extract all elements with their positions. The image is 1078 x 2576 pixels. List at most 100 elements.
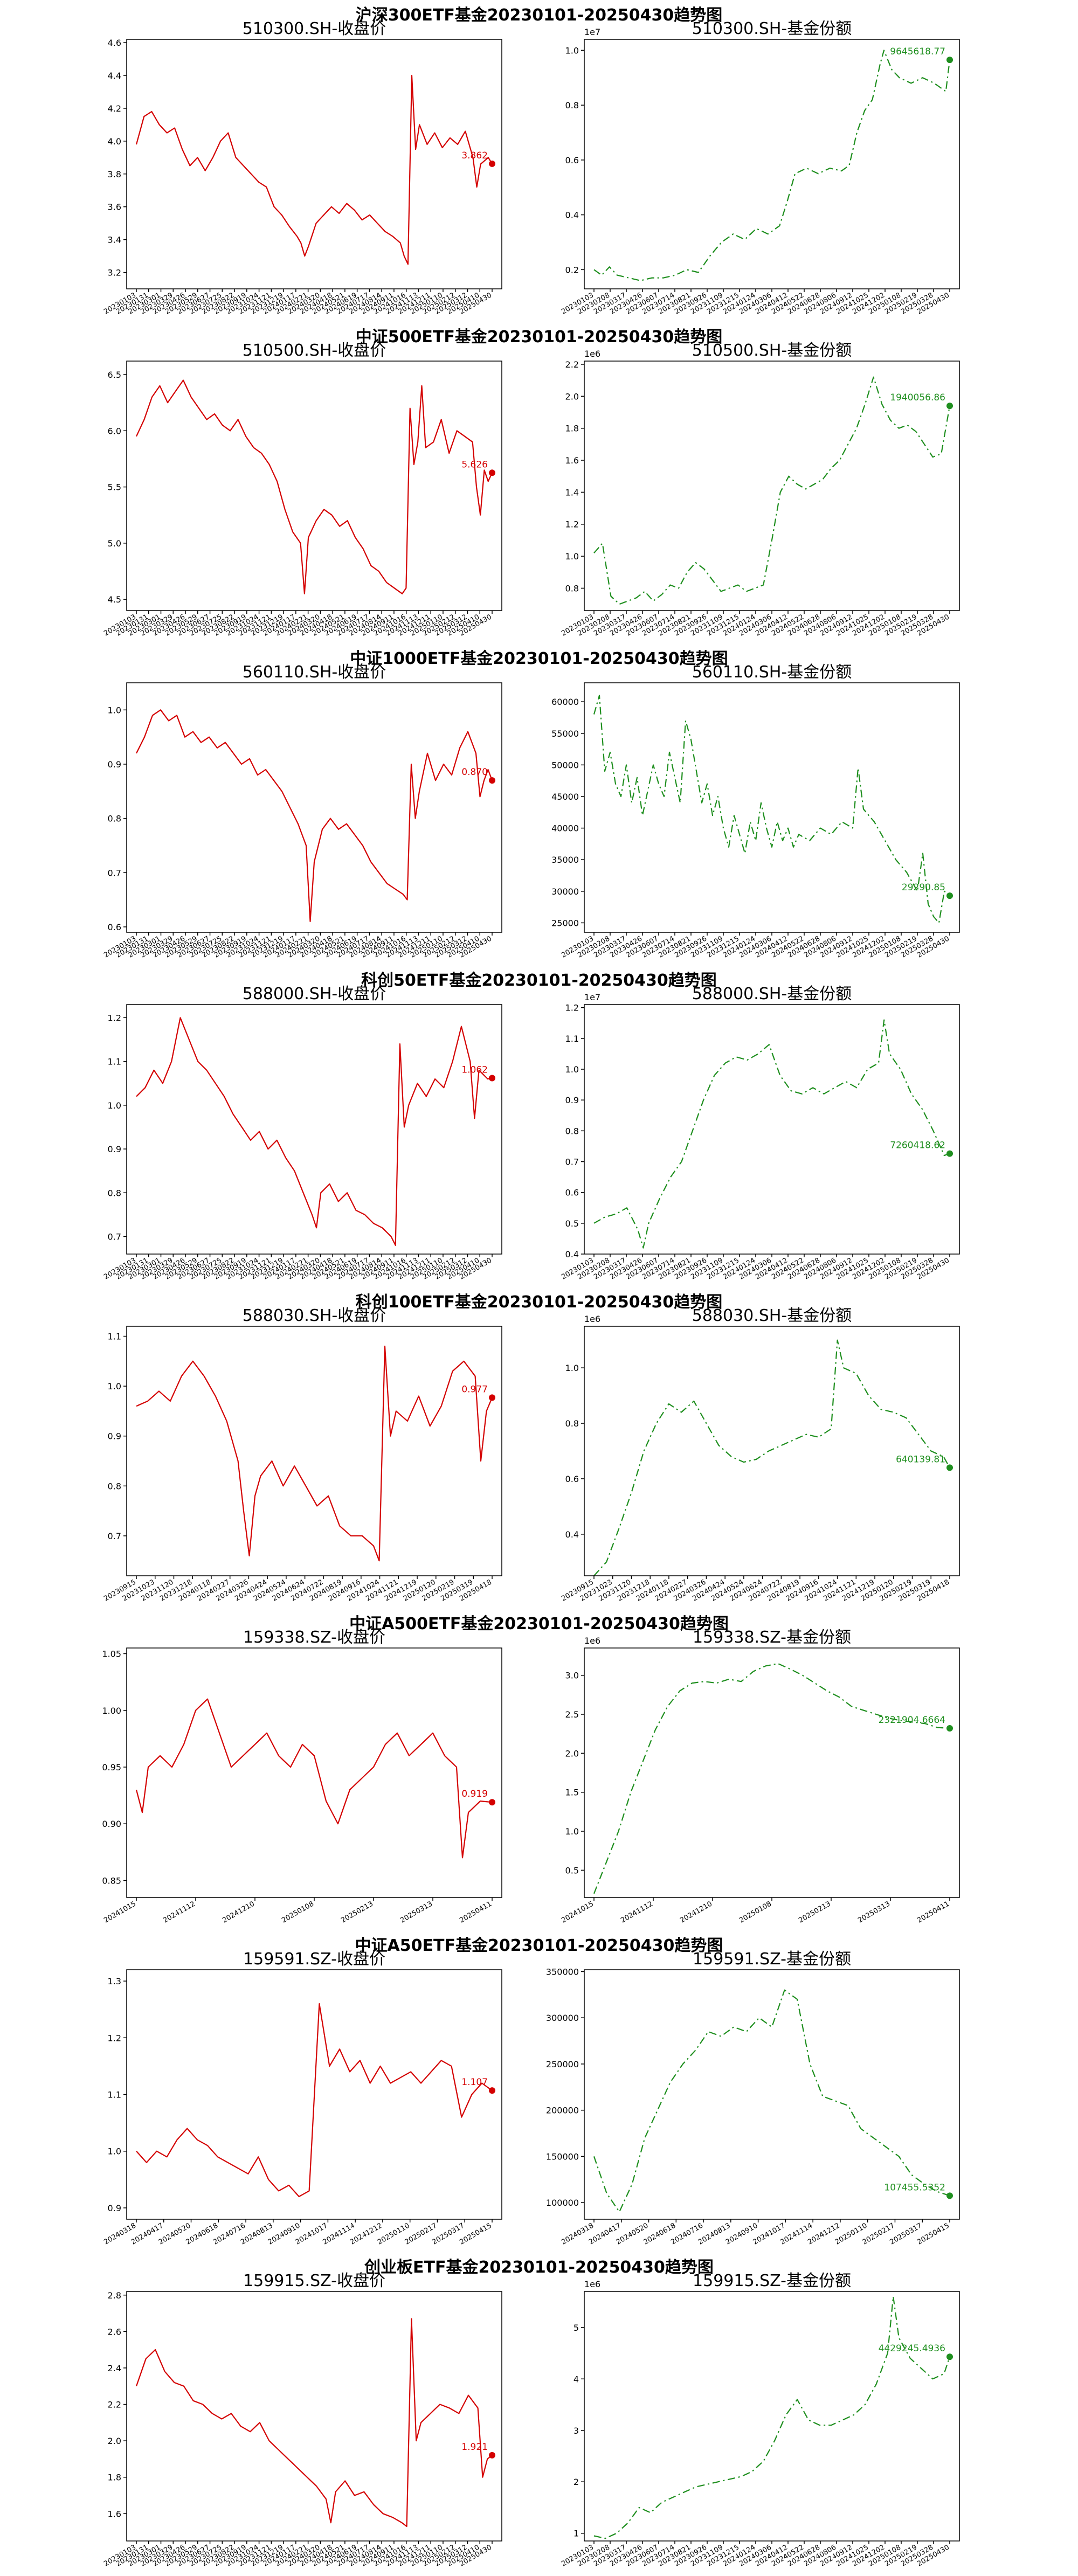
subplot-title: 510500.SH-基金份额 xyxy=(692,341,852,360)
y-tick-label: 45000 xyxy=(551,792,579,802)
y-tick-label: 1.2 xyxy=(565,1003,579,1013)
y-tick-label: 2.2 xyxy=(108,2400,121,2410)
y-tick-label: 0.4 xyxy=(565,1249,579,1259)
y-tick-label: 0.7 xyxy=(108,1232,121,1242)
panel-title: 科创100ETF基金20230101-20250430趋势图 xyxy=(356,1293,723,1312)
y-tick-label: 0.7 xyxy=(565,1157,579,1167)
y-tick-label: 0.90 xyxy=(102,1819,121,1829)
y-tick-label: 55000 xyxy=(551,729,579,739)
y-tick-label: 300000 xyxy=(546,2013,579,2023)
end-point-label: 0.919 xyxy=(461,1789,488,1799)
y-tick-label: 5.0 xyxy=(108,538,121,549)
y-tick-label: 200000 xyxy=(546,2106,579,2116)
subplot-title: 159338.SZ-收盘价 xyxy=(243,1628,385,1647)
y-tick-label: 1.5 xyxy=(565,1788,579,1798)
y-tick-label: 0.8 xyxy=(108,1188,121,1198)
y-tick-label: 3 xyxy=(573,2426,579,2436)
y-tick-label: 35000 xyxy=(551,855,579,865)
subplot-title: 510300.SH-基金份额 xyxy=(692,19,852,38)
y-tick-label: 0.95 xyxy=(102,1762,121,1772)
end-point-label: 0.977 xyxy=(461,1384,488,1395)
shares-line xyxy=(593,2296,951,2539)
y-tick-label: 0.8 xyxy=(565,583,579,593)
y-tick-label: 1.2 xyxy=(565,520,579,530)
y-tick-label: 2.0 xyxy=(108,2436,121,2446)
end-point-label: 7260418.62 xyxy=(890,1140,945,1151)
x-tick-label: 20250108 xyxy=(738,1900,773,1924)
panel-title: 中证1000ETF基金20230101-20250430趋势图 xyxy=(350,649,728,668)
subplot-title: 159591.SZ-基金份额 xyxy=(693,1950,851,1969)
end-point-dot xyxy=(946,1150,953,1157)
y-tick-label: 1.0 xyxy=(565,1363,579,1373)
y-tick-label: 1.2 xyxy=(108,1013,121,1023)
end-point-label: 1.921 xyxy=(461,2442,488,2453)
y-tick-label: 150000 xyxy=(546,2151,579,2162)
end-point-dot xyxy=(489,777,495,784)
subplot-title: 159338.SZ-基金份额 xyxy=(693,1628,851,1647)
y-tick-label: 3.6 xyxy=(108,202,121,212)
y-tick-label: 0.4 xyxy=(565,1529,579,1540)
axes-frame xyxy=(584,1647,960,1898)
axes-frame xyxy=(584,682,960,933)
y-tick-label: 0.6 xyxy=(565,155,579,165)
y-tick-label: 3.2 xyxy=(108,268,121,278)
axes-frame xyxy=(584,1004,960,1255)
axes-frame xyxy=(126,1326,502,1576)
end-point-label: 107455.5352 xyxy=(884,2182,945,2193)
y-tick-label: 1.4 xyxy=(565,487,579,497)
y-tick-label: 3.0 xyxy=(565,1671,579,1681)
y-tick-label: 0.8 xyxy=(108,1481,121,1491)
subplot-title: 510500.SH-收盘价 xyxy=(243,341,386,360)
y-tick-label: 0.9 xyxy=(565,1095,579,1105)
end-point-label: 1.107 xyxy=(461,2077,488,2088)
subplot-title: 510300.SH-收盘价 xyxy=(243,19,386,38)
y-tick-label: 2.2 xyxy=(565,359,579,370)
y-tick-label: 6.5 xyxy=(108,370,121,380)
axis-exponent: 1e7 xyxy=(584,992,600,1002)
y-tick-label: 250000 xyxy=(546,2059,579,2069)
end-point-dot xyxy=(489,1394,495,1401)
x-tick-label: 20241112 xyxy=(619,1900,654,1924)
end-point-label: 0.870 xyxy=(461,767,488,778)
y-tick-label: 0.9 xyxy=(108,2203,121,2213)
axes-frame xyxy=(584,2291,960,2542)
y-tick-label: 1.3 xyxy=(108,1976,121,1986)
axis-exponent: 1e6 xyxy=(584,349,600,359)
y-tick-label: 4 xyxy=(573,2374,579,2384)
y-tick-label: 0.7 xyxy=(108,1531,121,1541)
panel-title: 创业板ETF基金20230101-20250430趋势图 xyxy=(364,2258,714,2277)
axes-frame xyxy=(126,2291,502,2542)
y-tick-label: 0.8 xyxy=(108,814,121,824)
axes-frame xyxy=(126,682,502,933)
end-point-dot xyxy=(946,1464,953,1471)
y-tick-label: 0.9 xyxy=(108,759,121,770)
y-tick-label: 2.5 xyxy=(565,1709,579,1720)
subplot-title: 588030.SH-基金份额 xyxy=(692,1306,852,1325)
x-tick-label: 20250313 xyxy=(856,1900,892,1924)
price-line xyxy=(136,379,493,594)
end-point-dot xyxy=(946,2353,953,2360)
x-tick-label: 20250108 xyxy=(280,1900,315,1924)
subplot-title: 588030.SH-收盘价 xyxy=(243,1306,386,1325)
end-point-dot xyxy=(489,1799,495,1806)
y-tick-label: 5.5 xyxy=(108,482,121,493)
end-point-dot xyxy=(489,160,495,167)
y-tick-label: 1.0 xyxy=(108,1100,121,1111)
price-line xyxy=(136,2003,493,2197)
y-tick-label: 0.5 xyxy=(565,1865,579,1875)
x-tick-label: 20250411 xyxy=(916,1900,951,1924)
y-tick-label: 1.0 xyxy=(565,1826,579,1837)
end-point-label: 1.062 xyxy=(461,1064,488,1075)
y-tick-label: 6.0 xyxy=(108,426,121,436)
y-tick-label: 1.0 xyxy=(108,705,121,715)
price-line xyxy=(135,74,493,265)
panel-title: 中证500ETF基金20230101-20250430趋势图 xyxy=(356,328,723,347)
axis-exponent: 1e7 xyxy=(584,27,600,37)
axes-frame xyxy=(126,361,502,611)
end-point-dot xyxy=(946,1725,953,1732)
y-tick-label: 1.2 xyxy=(108,2033,121,2043)
y-tick-label: 1.0 xyxy=(565,1064,579,1075)
axes-frame xyxy=(126,1969,502,2220)
y-tick-label: 0.8 xyxy=(565,1418,579,1429)
